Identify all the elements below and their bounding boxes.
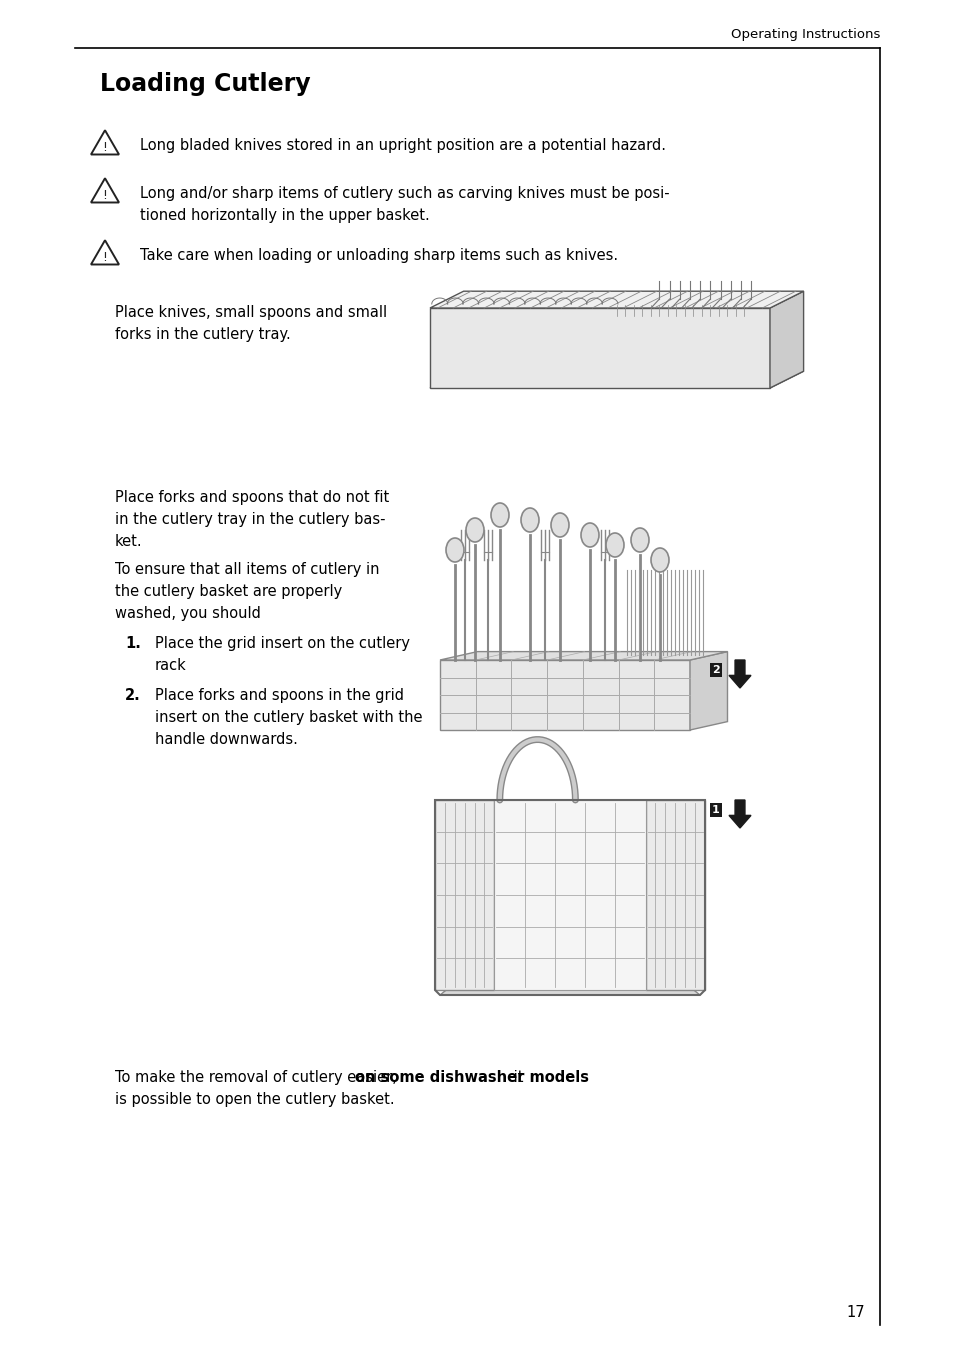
Text: 2.: 2. [125,688,141,703]
Ellipse shape [520,508,538,531]
Text: insert on the cutlery basket with the: insert on the cutlery basket with the [154,710,422,725]
Text: Long and/or sharp items of cutlery such as carving knives must be posi-: Long and/or sharp items of cutlery such … [140,187,669,201]
Text: Place the grid insert on the cutlery: Place the grid insert on the cutlery [154,635,410,652]
Polygon shape [494,800,645,990]
Ellipse shape [491,503,509,527]
Ellipse shape [630,529,648,552]
Polygon shape [435,800,494,990]
Text: To make the removal of cutlery easier,: To make the removal of cutlery easier, [115,1069,401,1086]
Polygon shape [439,652,727,660]
Polygon shape [439,987,700,995]
Text: it: it [508,1069,522,1086]
Text: rack: rack [154,658,187,673]
Text: !: ! [102,141,108,154]
Text: ket.: ket. [115,534,143,549]
Text: in the cutlery tray in the cutlery bas-: in the cutlery tray in the cutlery bas- [115,512,385,527]
Text: tioned horizontally in the upper basket.: tioned horizontally in the upper basket. [140,208,429,223]
Text: the cutlery basket are properly: the cutlery basket are properly [115,584,342,599]
Text: 17: 17 [845,1305,864,1320]
Ellipse shape [446,538,463,562]
Ellipse shape [650,548,668,572]
Text: Long bladed knives stored in an upright position are a potential hazard.: Long bladed knives stored in an upright … [140,138,665,153]
Text: 2: 2 [711,665,719,675]
Ellipse shape [465,518,483,542]
Text: Place forks and spoons in the grid: Place forks and spoons in the grid [154,688,403,703]
Text: Place forks and spoons that do not fit: Place forks and spoons that do not fit [115,489,389,506]
Ellipse shape [551,512,568,537]
Text: Place knives, small spoons and small: Place knives, small spoons and small [115,306,387,320]
Polygon shape [728,800,750,827]
Text: washed, you should: washed, you should [115,606,260,621]
Polygon shape [430,372,802,388]
Polygon shape [689,652,727,730]
Polygon shape [769,291,802,388]
Text: on some dishwasher models: on some dishwasher models [355,1069,588,1086]
Text: handle downwards.: handle downwards. [154,731,297,748]
Ellipse shape [580,523,598,548]
Text: 1.: 1. [125,635,141,652]
Text: To ensure that all items of cutlery in: To ensure that all items of cutlery in [115,562,379,577]
Text: forks in the cutlery tray.: forks in the cutlery tray. [115,327,291,342]
Text: !: ! [102,189,108,201]
Ellipse shape [605,533,623,557]
Text: Take care when loading or unloading sharp items such as knives.: Take care when loading or unloading shar… [140,247,618,264]
Text: Loading Cutlery: Loading Cutlery [100,72,311,96]
Polygon shape [645,800,704,990]
Polygon shape [728,660,750,688]
Polygon shape [439,660,689,730]
Text: !: ! [102,250,108,264]
Text: Operating Instructions: Operating Instructions [730,28,879,41]
Polygon shape [430,291,802,308]
Polygon shape [430,308,769,388]
Text: 1: 1 [711,804,719,815]
Text: is possible to open the cutlery basket.: is possible to open the cutlery basket. [115,1092,395,1107]
